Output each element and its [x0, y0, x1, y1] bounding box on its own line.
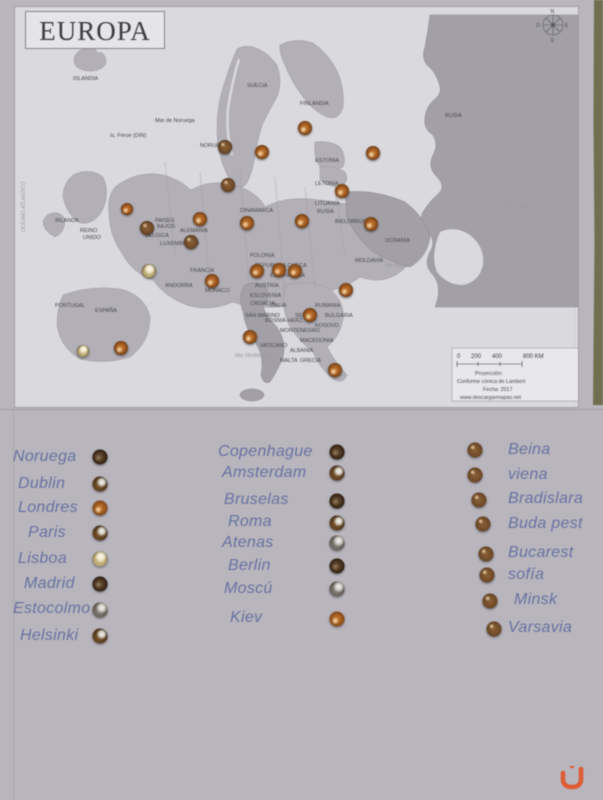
svg-text:POLONIA: POLONIA	[250, 253, 275, 259]
svg-text:VATICANO: VATICANO	[260, 343, 288, 349]
svg-text:MACEDONIA: MACEDONIA	[300, 338, 334, 344]
svg-text:UCRANIA: UCRANIA	[385, 238, 410, 244]
svg-text:Fecha: 2017: Fecha: 2017	[483, 387, 513, 393]
svg-text:N: N	[551, 9, 555, 15]
svg-text:Mar Mediterraneo: Mar Mediterraneo	[235, 353, 275, 359]
svg-text:RUSIA: RUSIA	[445, 113, 462, 119]
svg-text:RUMANIA: RUMANIA	[315, 303, 341, 309]
svg-text:ALBANIA: ALBANIA	[290, 348, 314, 354]
svg-text:LITUANIA: LITUANIA	[315, 201, 340, 207]
svg-text:ISLANDIA: ISLANDIA	[73, 76, 98, 82]
svg-text:ANDORRA: ANDORRA	[165, 283, 193, 289]
svg-text:RUSIA: RUSIA	[317, 209, 334, 215]
svg-text:PORTUGAL: PORTUGAL	[55, 303, 85, 309]
svg-text:MALTA: MALTA	[280, 358, 298, 364]
svg-text:ESPAÑA: ESPAÑA	[95, 307, 117, 314]
svg-text:IRLANDA: IRLANDA	[55, 218, 79, 224]
svg-text:DINAMARCA: DINAMARCA	[240, 208, 273, 214]
svg-text:MONACO: MONACO	[205, 288, 230, 294]
svg-text:ESTONIA: ESTONIA	[315, 158, 339, 164]
svg-text:www.descargarmapas.net: www.descargarmapas.net	[460, 395, 521, 401]
svg-text:Mar Negro: Mar Negro	[385, 263, 409, 269]
svg-text:Is. Feroe (DIN): Is. Feroe (DIN)	[110, 133, 147, 139]
svg-text:KOSOVO: KOSOVO	[315, 323, 340, 329]
svg-text:Mar Caspio: Mar Caspio	[505, 203, 531, 209]
svg-text:MOLDAVIA: MOLDAVIA	[355, 258, 383, 264]
svg-text:O: O	[536, 23, 540, 29]
svg-text:OCEANO ATLANTICO: OCEANO ATLANTICO	[21, 181, 27, 232]
svg-text:ITALIA: ITALIA	[270, 303, 287, 309]
svg-text:BULGARIA: BULGARIA	[325, 313, 353, 319]
svg-text:Proyección:: Proyección:	[475, 371, 503, 377]
svg-text:Conforme cónica de Lambert: Conforme cónica de Lambert	[457, 379, 526, 385]
svg-text:GRECIA: GRECIA	[300, 358, 321, 364]
svg-text:ESLOVENIA: ESLOVENIA	[250, 293, 282, 299]
svg-text:FINLANDIA: FINLANDIA	[300, 101, 329, 107]
svg-text:AUSTRIA: AUSTRIA	[255, 283, 279, 289]
svg-text:UNIDO: UNIDO	[83, 235, 101, 241]
svg-text:ALEMANIA: ALEMANIA	[180, 228, 208, 234]
svg-text:400: 400	[492, 354, 503, 360]
svg-text:BAJOS: BAJOS	[157, 224, 175, 230]
svg-text:800 KM: 800 KM	[523, 354, 544, 360]
svg-text:LETONIA: LETONIA	[315, 181, 339, 187]
svg-text:SUECIA: SUECIA	[247, 83, 268, 89]
svg-text:200: 200	[471, 354, 482, 360]
svg-text:REINO: REINO	[80, 228, 98, 234]
svg-text:Mar de Noruega: Mar de Noruega	[155, 118, 196, 124]
